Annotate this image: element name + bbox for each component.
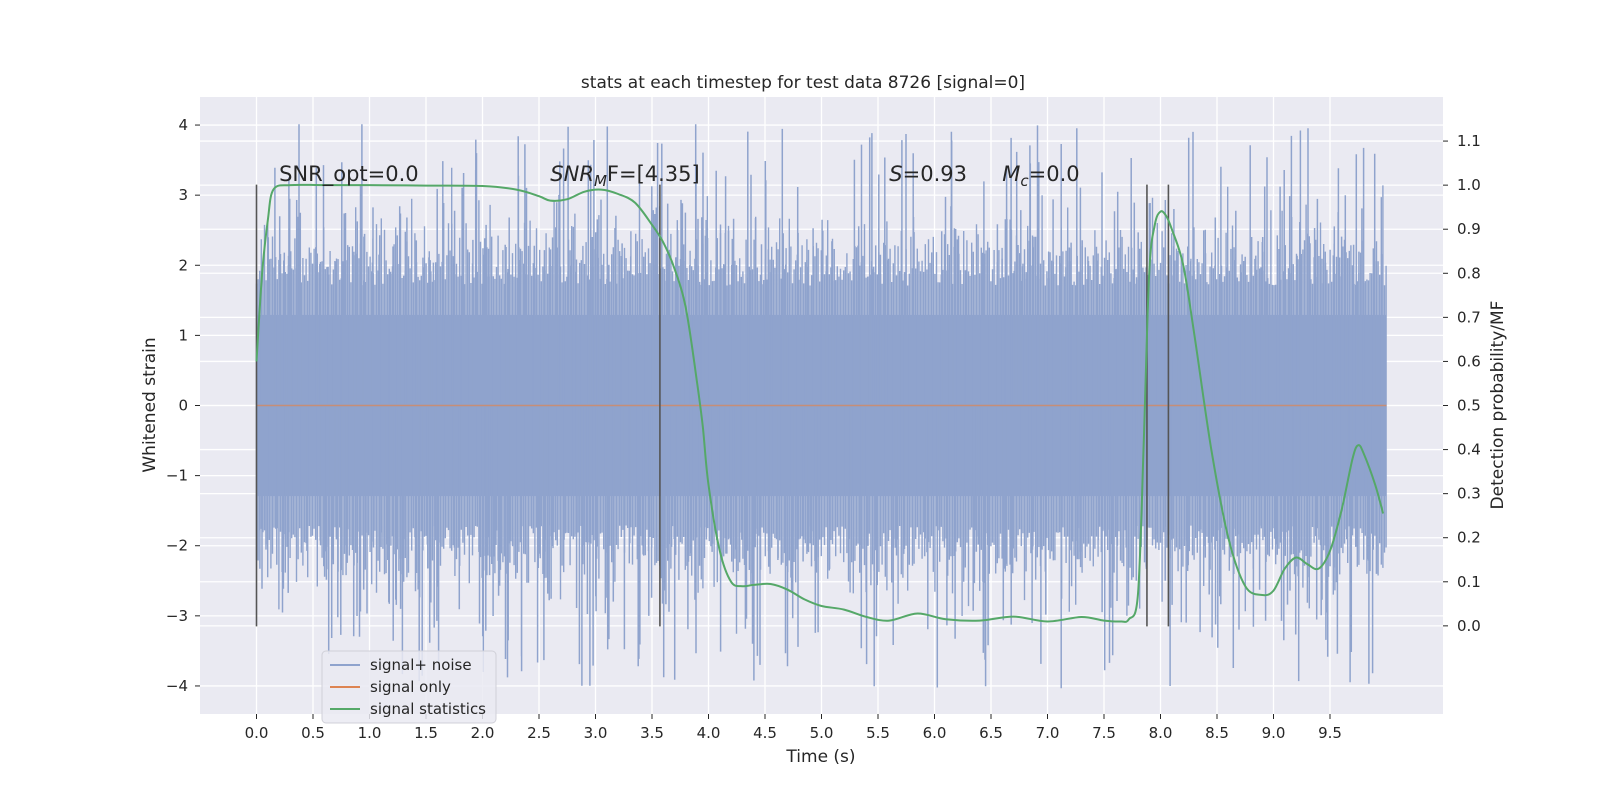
x-tick-label: 2.0 <box>471 724 495 742</box>
x-tick-label: 2.5 <box>527 724 551 742</box>
annotation-snr-opt: SNR_opt=0.0 <box>279 162 419 187</box>
x-tick-label: 7.0 <box>1036 724 1060 742</box>
x-tick-label: 9.5 <box>1318 724 1342 742</box>
x-tick-label: 6.0 <box>923 724 947 742</box>
annotation-snr-mf: SNRMF=[4.35] <box>550 162 699 190</box>
y-axis-label-right: Detection probability/MF <box>1488 301 1508 510</box>
x-tick-label: 6.5 <box>979 724 1003 742</box>
legend-box <box>321 650 497 724</box>
x-tick-label: 0.0 <box>245 724 269 742</box>
x-tick-label: 8.5 <box>1205 724 1229 742</box>
x-tick-label: 0.5 <box>301 724 325 742</box>
y-axis-label-left: Whitened strain <box>140 337 160 472</box>
y-tick-label-right: 0.7 <box>1457 308 1481 326</box>
x-tick-label: 8.0 <box>1149 724 1173 742</box>
annotation-s-val: S=0.93 <box>889 162 967 186</box>
y-tick-label-left: −1 <box>166 467 188 485</box>
y-tick-label-right: 0.2 <box>1457 529 1481 547</box>
x-tick-label: 4.5 <box>753 724 777 742</box>
annotation-mc-val: Mc=0.0 <box>1002 162 1079 190</box>
y-tick-label-right: 1.0 <box>1457 176 1481 194</box>
x-tick-label: 9.0 <box>1262 724 1286 742</box>
y-tick-label-right: 0.0 <box>1457 617 1481 635</box>
x-tick-label: 4.0 <box>697 724 721 742</box>
x-tick-label: 3.5 <box>640 724 664 742</box>
x-tick-label: 7.5 <box>1092 724 1116 742</box>
y-tick-label-right: 0.8 <box>1457 264 1481 282</box>
series-signal-statistics <box>255 183 1385 623</box>
x-tick-label: 3.0 <box>584 724 608 742</box>
signal-statistics-line <box>255 183 1385 623</box>
y-tick-label-left: −2 <box>166 537 188 555</box>
y-tick-label-left: 2 <box>178 256 188 274</box>
tick-labels: 0.0 0.5 1.0 1.5 2.0 2.5 3.0 3.5 4.0 4.5 5.0 5.5 6.0 6… <box>166 116 1481 742</box>
x-axis-label: Time (s) <box>785 747 855 767</box>
y-tick-label-right: 0.9 <box>1457 220 1481 238</box>
y-tick-label-right: 0.4 <box>1457 441 1481 459</box>
y-tick-label-right: 0.5 <box>1457 397 1481 415</box>
y-tick-label-left: −4 <box>166 677 188 695</box>
legend-entry: signal only <box>370 678 451 696</box>
x-tick-label: 5.5 <box>866 724 890 742</box>
legend: signal+ noise signal only signal statistic… <box>321 650 497 724</box>
y-tick-label-right: 0.1 <box>1457 573 1481 591</box>
y-tick-label-left: 4 <box>178 116 188 134</box>
x-tick-label: 1.0 <box>358 724 382 742</box>
y-tick-label-left: 3 <box>178 186 188 204</box>
annotations: SNR_opt=0.0 SNRMF=[4.35] S=0.93 Mc=0.0 <box>279 162 1080 190</box>
y-tick-label-left: −3 <box>166 607 188 625</box>
legend-entry: signal statistics <box>370 700 486 718</box>
chart-title: stats at each timestep for test data 872… <box>581 73 1025 93</box>
y-tick-label-left: 1 <box>178 326 188 344</box>
y-tick-label-right: 1.1 <box>1457 132 1481 150</box>
y-tick-label-right: 0.6 <box>1457 352 1481 370</box>
legend-entry: signal+ noise <box>370 656 472 674</box>
x-tick-label: 1.5 <box>414 724 438 742</box>
y-tick-label-right: 0.3 <box>1457 485 1481 503</box>
y-tick-label-left: 0 <box>178 397 188 415</box>
vertical-markers <box>255 184 1170 627</box>
x-tick-label: 5.0 <box>810 724 834 742</box>
